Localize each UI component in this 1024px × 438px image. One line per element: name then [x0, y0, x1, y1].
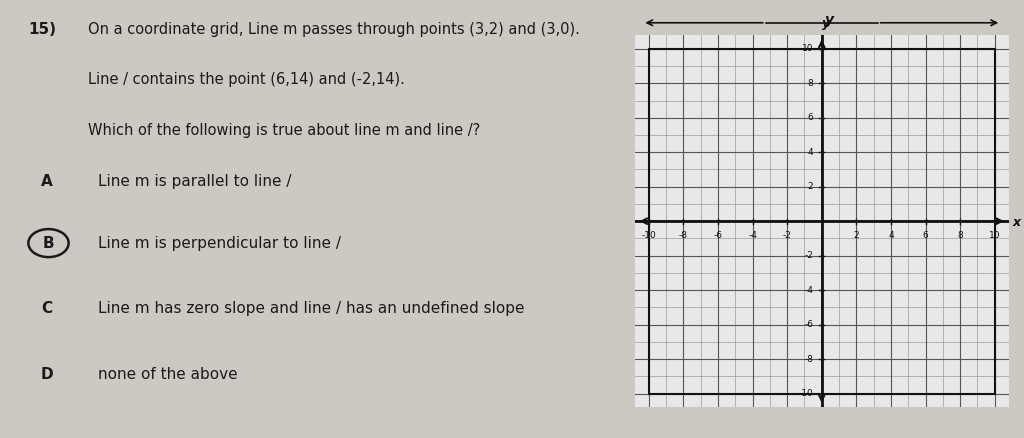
- Text: 10: 10: [989, 231, 1000, 240]
- Text: 10: 10: [802, 44, 813, 53]
- Text: 8: 8: [957, 231, 963, 240]
- Text: A: A: [41, 174, 52, 189]
- Text: none of the above: none of the above: [97, 367, 238, 382]
- Text: -10: -10: [641, 231, 656, 240]
- Text: 2: 2: [808, 182, 813, 191]
- Text: Line m is perpendicular to line /: Line m is perpendicular to line /: [97, 236, 341, 251]
- Text: Line m has zero slope and line / has an undefined slope: Line m has zero slope and line / has an …: [97, 301, 524, 316]
- Text: -4: -4: [749, 231, 757, 240]
- Text: 8: 8: [807, 79, 813, 88]
- Text: -6: -6: [804, 320, 813, 329]
- Text: x: x: [1012, 215, 1020, 229]
- Text: On a coordinate grid, Line m passes through points (3,2) and (3,0).: On a coordinate grid, Line m passes thro…: [88, 22, 580, 37]
- Text: C: C: [41, 301, 52, 316]
- Text: -6: -6: [714, 231, 723, 240]
- Text: -8: -8: [804, 355, 813, 364]
- Text: 6: 6: [807, 113, 813, 122]
- Text: Line / contains the point (6,14) and (-2,14).: Line / contains the point (6,14) and (-2…: [88, 72, 406, 87]
- Text: D: D: [41, 367, 53, 382]
- Text: 4: 4: [808, 148, 813, 157]
- Text: 4: 4: [888, 231, 894, 240]
- Text: -4: -4: [804, 286, 813, 295]
- Text: 6: 6: [923, 231, 929, 240]
- Text: -10: -10: [799, 389, 813, 398]
- Text: B: B: [43, 236, 54, 251]
- Text: -8: -8: [679, 231, 688, 240]
- Text: -2: -2: [782, 231, 792, 240]
- Text: Which of the following is true about line m and line /?: Which of the following is true about lin…: [88, 123, 480, 138]
- Text: 15): 15): [29, 22, 56, 37]
- Text: Line m is parallel to line /: Line m is parallel to line /: [97, 174, 291, 189]
- Text: 2: 2: [854, 231, 859, 240]
- Text: y: y: [822, 17, 830, 30]
- Text: -2: -2: [804, 251, 813, 260]
- Text: y: y: [824, 13, 834, 27]
